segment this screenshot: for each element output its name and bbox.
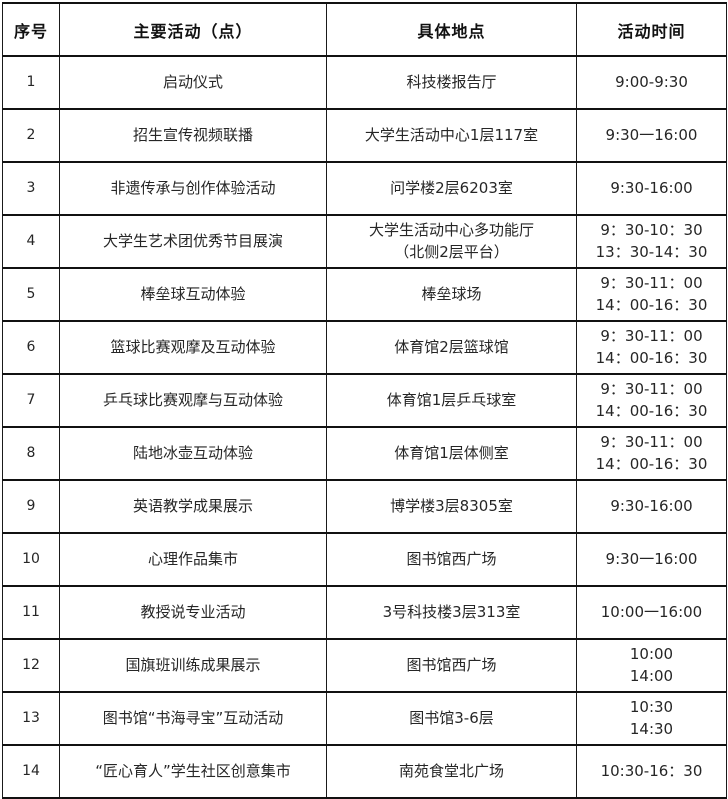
row-number-cell: 13 (2, 691, 60, 746)
time-cell: 9:30-16:00 (576, 161, 727, 216)
table-row: 2 招生宣传视频联播 大学生活动中心1层117室 9:30一16:00 (2, 108, 727, 163)
location-cell: 问学楼2层6203室 (326, 161, 577, 216)
row-number-cell: 9 (2, 479, 60, 534)
row-number-cell: 11 (2, 585, 60, 640)
row-number-cell: 3 (2, 161, 60, 216)
activity-cell: 大学生艺术团优秀节目展演 (59, 214, 327, 269)
location-cell: 体育馆1层乒乓球室 (326, 373, 577, 428)
header-location: 具体地点 (326, 2, 577, 57)
row-number-cell: 1 (2, 55, 60, 110)
row-number-cell: 10 (2, 532, 60, 587)
activity-cell: 英语教学成果展示 (59, 479, 327, 534)
row-number-cell: 4 (2, 214, 60, 269)
activity-cell: 陆地冰壶互动体验 (59, 426, 327, 481)
activity-cell: 乒乓球比赛观摩与互动体验 (59, 373, 327, 428)
row-number-cell: 2 (2, 108, 60, 163)
time-cell: 9：30-11：00 14：00-16：30 (576, 373, 727, 428)
table-row: 3 非遗传承与创作体验活动 问学楼2层6203室 9:30-16:00 (2, 161, 727, 216)
table-row: 14 “匠心育人”学生社区创意集市 南苑食堂北广场 10:30-16：30 (2, 744, 727, 799)
location-cell: 体育馆2层篮球馆 (326, 320, 577, 375)
row-number-cell: 8 (2, 426, 60, 481)
activity-cell: 心理作品集市 (59, 532, 327, 587)
table-row: 11 教授说专业活动 3号科技楼3层313室 10:00一16:00 (2, 585, 727, 640)
table-row: 9 英语教学成果展示 博学楼3层8305室 9:30-16:00 (2, 479, 727, 534)
location-cell: 南苑食堂北广场 (326, 744, 577, 799)
time-cell: 10:00 14:00 (576, 638, 727, 693)
table-row: 7 乒乓球比赛观摩与互动体验 体育馆1层乒乓球室 9：30-11：00 14：0… (2, 373, 727, 428)
time-cell: 9：30-11：00 14：00-16：30 (576, 320, 727, 375)
table-row: 6 篮球比赛观摩及互动体验 体育馆2层篮球馆 9：30-11：00 14：00-… (2, 320, 727, 375)
row-number-cell: 5 (2, 267, 60, 322)
time-cell: 10:30 14:30 (576, 691, 727, 746)
location-cell: 棒垒球场 (326, 267, 577, 322)
location-cell: 大学生活动中心多功能厅 （北侧2层平台） (326, 214, 577, 269)
location-cell: 大学生活动中心1层117室 (326, 108, 577, 163)
time-cell: 9：30-11：00 14：00-16：30 (576, 267, 727, 322)
location-cell: 图书馆3-6层 (326, 691, 577, 746)
activity-cell: 图书馆“书海寻宝”互动活动 (59, 691, 327, 746)
time-cell: 9：30-10：30 13：30-14：30 (576, 214, 727, 269)
table-row: 10 心理作品集市 图书馆西广场 9:30一16:00 (2, 532, 727, 587)
activity-cell: 篮球比赛观摩及互动体验 (59, 320, 327, 375)
activity-cell: 国旗班训练成果展示 (59, 638, 327, 693)
location-cell: 体育馆1层体侧室 (326, 426, 577, 481)
location-cell: 3号科技楼3层313室 (326, 585, 577, 640)
row-number-cell: 12 (2, 638, 60, 693)
header-time: 活动时间 (576, 2, 727, 57)
table-row: 1 启动仪式 科技楼报告厅 9:00-9:30 (2, 55, 727, 110)
time-cell: 9:30-16:00 (576, 479, 727, 534)
activity-cell: 教授说专业活动 (59, 585, 327, 640)
time-cell: 9:30一16:00 (576, 532, 727, 587)
location-cell: 图书馆西广场 (326, 532, 577, 587)
time-cell: 9:30一16:00 (576, 108, 727, 163)
table-row: 13 图书馆“书海寻宝”互动活动 图书馆3-6层 10:30 14:30 (2, 691, 727, 746)
row-number-cell: 14 (2, 744, 60, 799)
activity-cell: “匠心育人”学生社区创意集市 (59, 744, 327, 799)
activity-cell: 棒垒球互动体验 (59, 267, 327, 322)
header-no: 序号 (2, 2, 60, 57)
location-cell: 科技楼报告厅 (326, 55, 577, 110)
location-cell: 图书馆西广场 (326, 638, 577, 693)
table-row: 8 陆地冰壶互动体验 体育馆1层体侧室 9：30-11：00 14：00-16：… (2, 426, 727, 481)
row-number-cell: 7 (2, 373, 60, 428)
time-cell: 9：30-11：00 14：00-16：30 (576, 426, 727, 481)
time-cell: 9:00-9:30 (576, 55, 727, 110)
row-number-cell: 6 (2, 320, 60, 375)
time-cell: 10:30-16：30 (576, 744, 727, 799)
table-row: 12 国旗班训练成果展示 图书馆西广场 10:00 14:00 (2, 638, 727, 693)
activity-cell: 启动仪式 (59, 55, 327, 110)
time-cell: 10:00一16:00 (576, 585, 727, 640)
activity-cell: 非遗传承与创作体验活动 (59, 161, 327, 216)
table-row: 4 大学生艺术团优秀节目展演 大学生活动中心多功能厅 （北侧2层平台） 9：30… (2, 214, 727, 269)
header-row: 序号 主要活动（点） 具体地点 活动时间 (2, 2, 727, 57)
table-row: 5 棒垒球互动体验 棒垒球场 9：30-11：00 14：00-16：30 (2, 267, 727, 322)
header-activity: 主要活动（点） (59, 2, 327, 57)
activity-cell: 招生宣传视频联播 (59, 108, 327, 163)
location-cell: 博学楼3层8305室 (326, 479, 577, 534)
